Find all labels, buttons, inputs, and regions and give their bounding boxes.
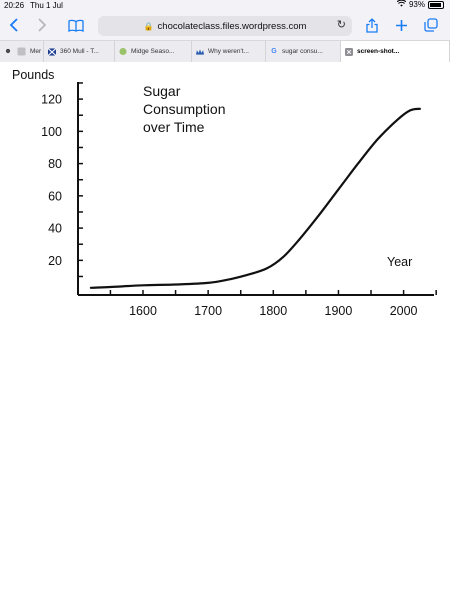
book-icon (68, 19, 84, 32)
chevron-left-icon (9, 18, 18, 32)
tab-strip: ☻ Mer 360 Mull - T... Midge Seaso... Why… (0, 40, 450, 63)
tab-item[interactable]: Why weren't... (192, 41, 266, 62)
tab-item[interactable]: 360 Mull - T... (44, 41, 115, 62)
tab-item[interactable]: ☻ Mer (0, 41, 44, 62)
x-axis-label: Year (387, 255, 412, 269)
tab-favicon (16, 47, 26, 56)
status-bar: 20:26 Thu 1 Jul 93% (0, 0, 450, 12)
x-tick-label: 1800 (259, 304, 287, 317)
address-bar[interactable]: 🔒 chocolateclass.files.wordpress.com ↻ (98, 16, 352, 36)
chevron-right-icon (38, 18, 47, 32)
reload-icon[interactable]: ↻ (336, 19, 346, 31)
tab-item[interactable]: G sugar consu... (266, 41, 341, 62)
chart-title-line-3: over Time (143, 119, 205, 135)
chart-ticks: 20 40 60 80 100 120 1600 1700 1800 1900 2000 (41, 82, 437, 317)
battery-percent: 93% (408, 0, 425, 9)
forward-button[interactable] (32, 14, 52, 36)
y-tick-label: 40 (48, 222, 62, 236)
tab-label: Midge Seaso... (131, 48, 175, 55)
status-time: 20:26 (4, 1, 25, 10)
x-tick-label: 1900 (325, 304, 353, 317)
leaf-icon (119, 47, 127, 56)
x-tick-label: 1600 (129, 304, 157, 317)
tab-label: screen-shot... (357, 48, 400, 55)
y-tick-label: 80 (48, 157, 62, 171)
status-right: 93% (396, 0, 444, 9)
sugar-consumption-chart: Pounds Sugar Consumption over Time Year … (12, 68, 437, 317)
browser-chrome: 20:26 Thu 1 Jul 93% 🔒 chocolateclass.fil… (0, 0, 450, 62)
face-icon: ☻ (4, 48, 12, 55)
plus-icon (395, 19, 407, 31)
battery-icon (428, 0, 444, 9)
tab-item[interactable]: Midge Seaso... (115, 41, 192, 62)
y-axis-label: Pounds (12, 68, 54, 82)
tab-item-active[interactable]: screen-shot... (341, 41, 450, 62)
share-button[interactable] (362, 14, 382, 36)
bookmarks-button[interactable] (66, 14, 86, 36)
chart-title-line-1: Sugar (143, 83, 181, 99)
series-line (89, 107, 421, 289)
status-date: Thu 1 Jul (30, 1, 63, 10)
x-tick-label: 2000 (390, 304, 418, 317)
chart-title-line-2: Consumption (143, 101, 226, 117)
x-tick-label: 1700 (194, 304, 222, 317)
y-tick-label: 20 (48, 254, 62, 268)
lock-icon: 🔒 (143, 21, 154, 31)
tabs-icon (424, 18, 438, 32)
share-icon (366, 17, 378, 33)
tab-label: sugar consu... (282, 48, 323, 55)
crown-icon (196, 48, 204, 56)
flag-icon (48, 47, 56, 56)
url-text: chocolateclass.files.wordpress.com (157, 20, 307, 32)
back-button[interactable] (4, 14, 24, 36)
wifi-icon (396, 0, 407, 9)
tab-label: Mer (30, 48, 42, 55)
y-tick-label: 100 (41, 125, 62, 139)
tab-label: Why weren't... (208, 48, 249, 55)
y-tick-label: 60 (48, 189, 62, 203)
tab-label: 360 Mull - T... (60, 48, 99, 55)
browser-toolbar: 🔒 chocolateclass.files.wordpress.com ↻ (0, 12, 450, 40)
chart-axes (77, 82, 434, 296)
y-tick-label: 120 (41, 93, 62, 107)
google-icon: G (271, 48, 277, 55)
close-icon[interactable] (345, 47, 353, 56)
new-tab-button[interactable] (391, 14, 411, 36)
tabs-overview-button[interactable] (421, 14, 441, 36)
